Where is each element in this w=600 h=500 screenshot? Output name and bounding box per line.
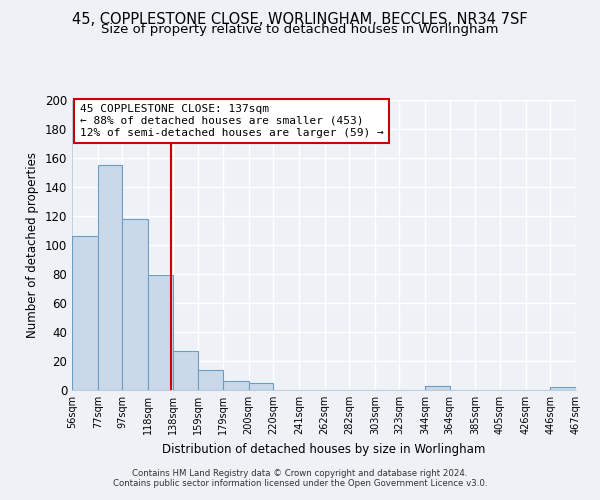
Text: 45 COPPLESTONE CLOSE: 137sqm
← 88% of detached houses are smaller (453)
12% of s: 45 COPPLESTONE CLOSE: 137sqm ← 88% of de… [80, 104, 383, 138]
Bar [550, 387, 576, 390]
Text: Contains public sector information licensed under the Open Government Licence v3: Contains public sector information licen… [113, 478, 487, 488]
Text: 45, COPPLESTONE CLOSE, WORLINGHAM, BECCLES, NR34 7SF: 45, COPPLESTONE CLOSE, WORLINGHAM, BECCL… [72, 12, 528, 28]
X-axis label: Distribution of detached houses by size in Worlingham: Distribution of detached houses by size … [163, 442, 485, 456]
Y-axis label: Number of detached properties: Number of detached properties [26, 152, 39, 338]
Text: Size of property relative to detached houses in Worlingham: Size of property relative to detached ho… [101, 22, 499, 36]
Bar [425, 386, 449, 390]
Bar [72, 236, 98, 390]
Bar [98, 165, 122, 390]
Bar [199, 370, 223, 390]
Text: Contains HM Land Registry data © Crown copyright and database right 2024.: Contains HM Land Registry data © Crown c… [132, 468, 468, 477]
Bar [122, 219, 148, 390]
Bar [148, 276, 173, 390]
Bar [223, 382, 248, 390]
Bar [248, 383, 273, 390]
Bar [173, 351, 199, 390]
